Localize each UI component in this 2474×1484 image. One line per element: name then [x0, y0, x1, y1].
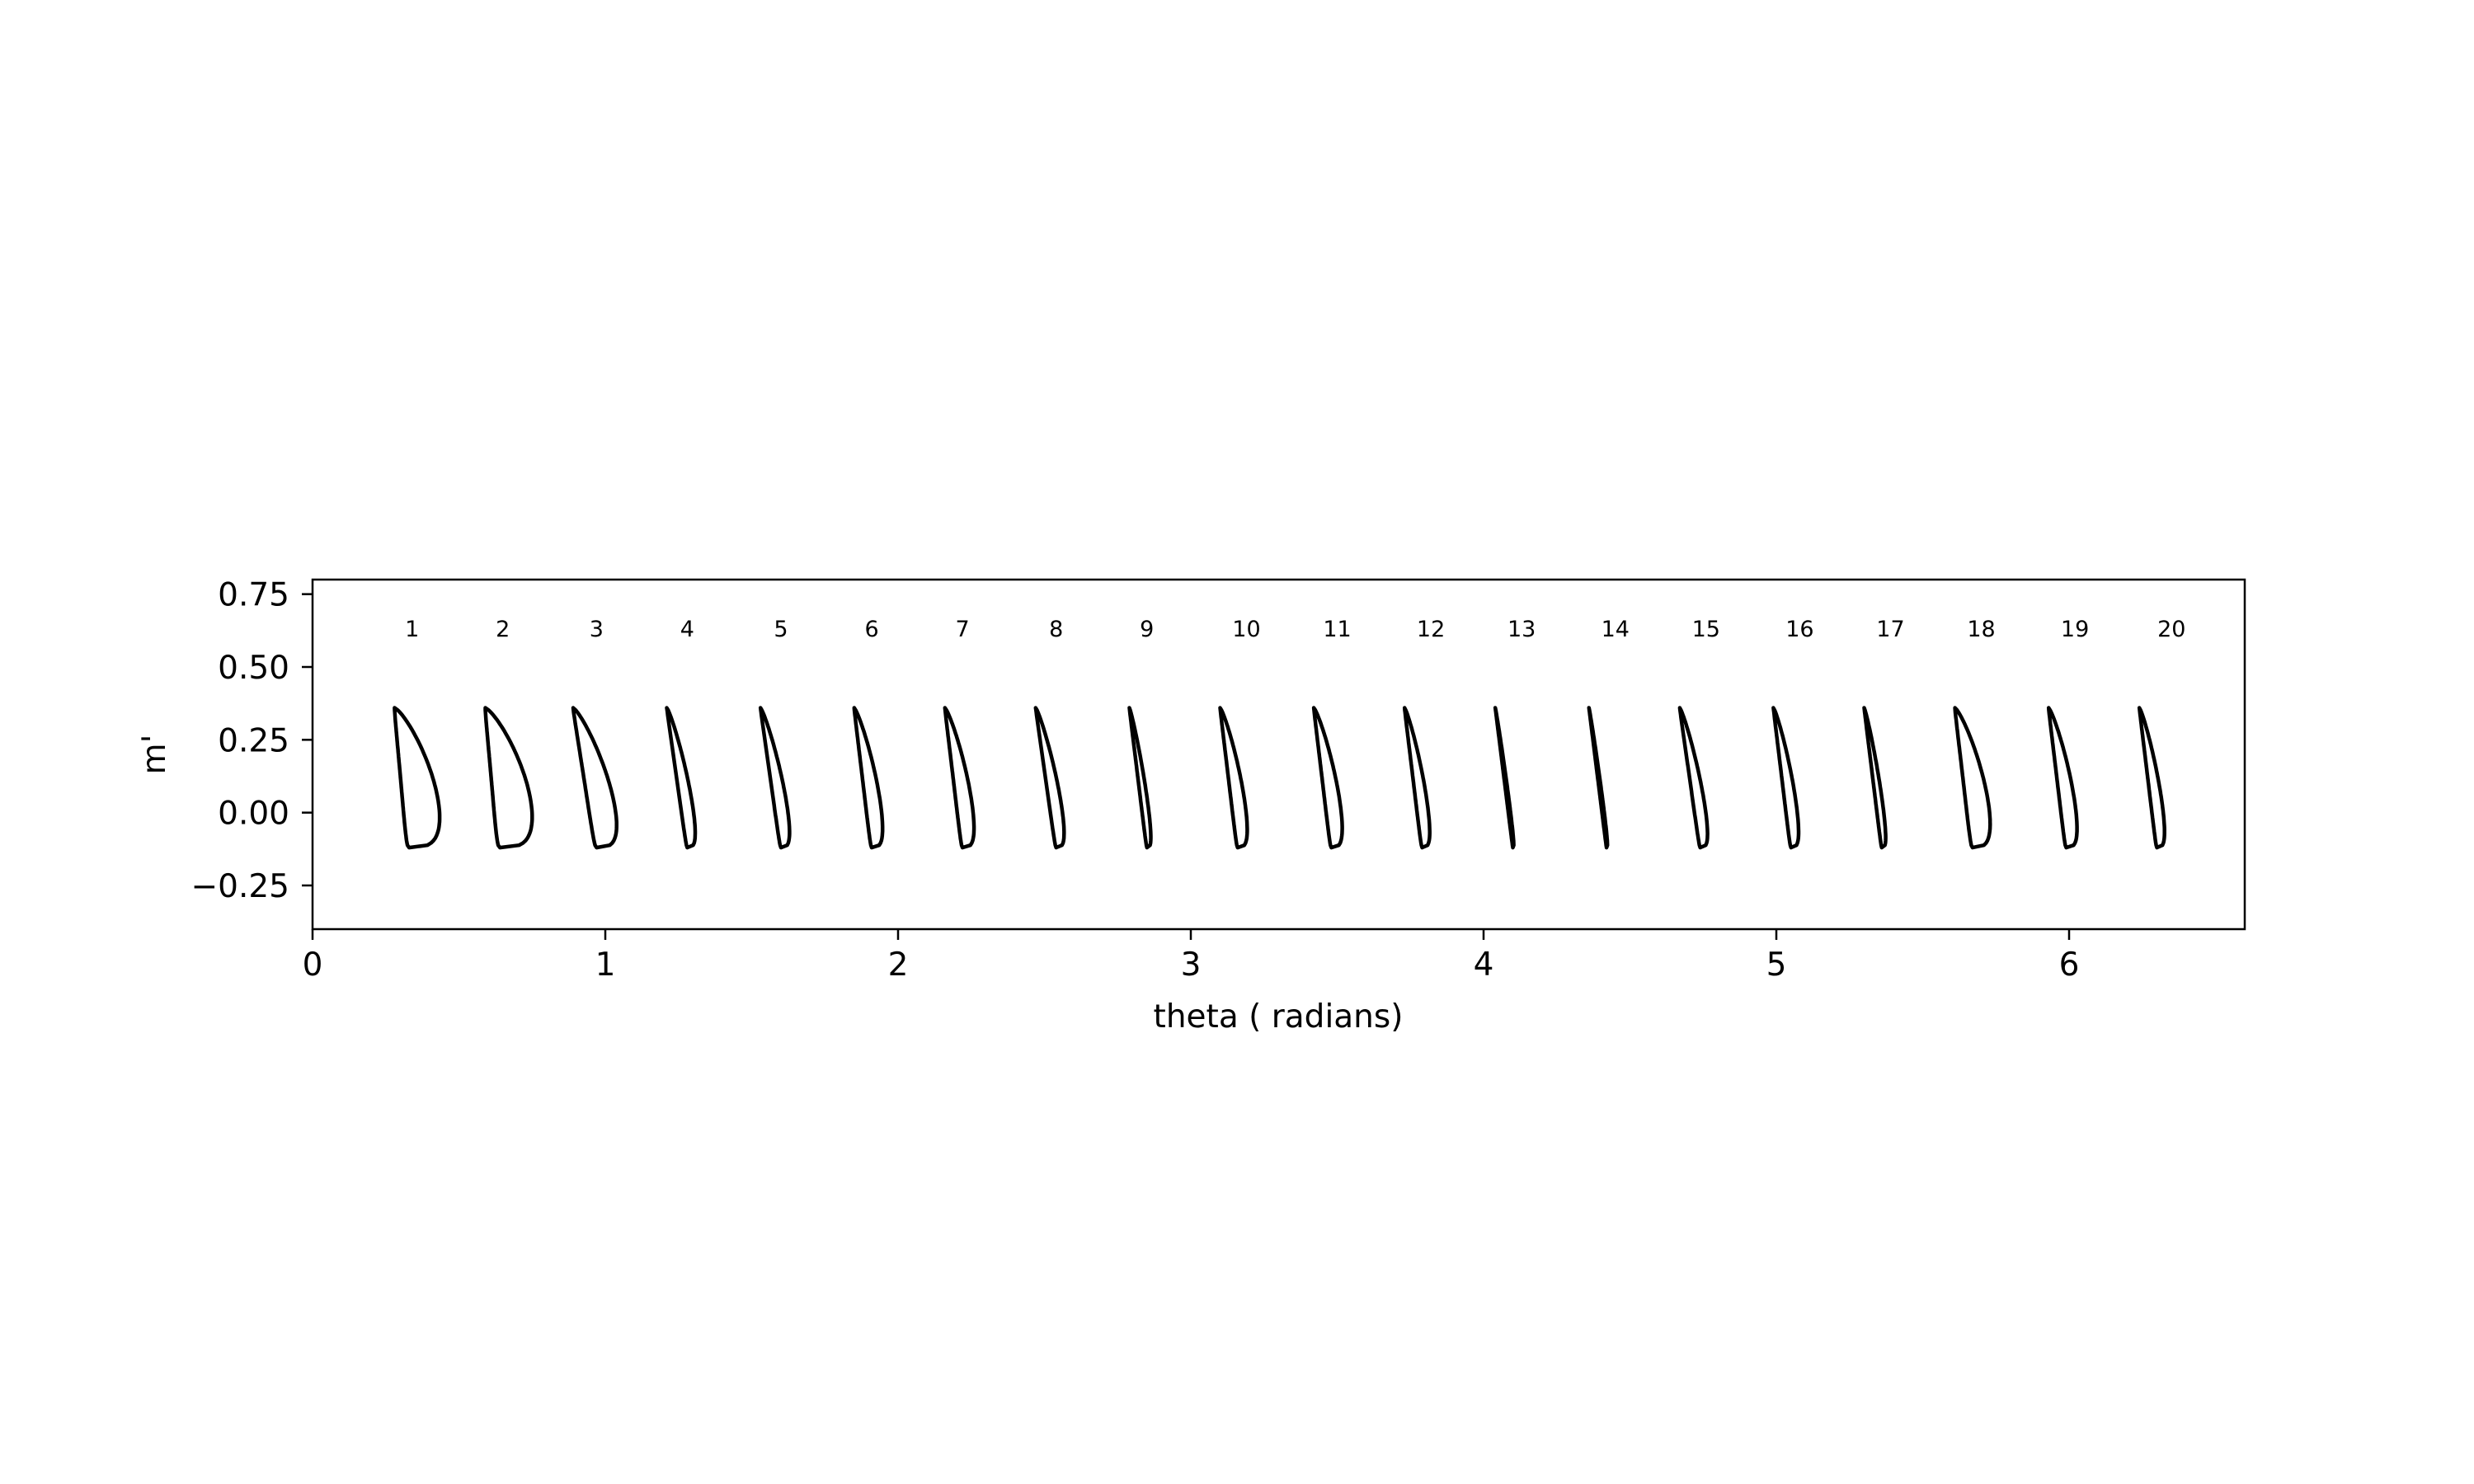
y-tick-label: 0.50 — [218, 650, 289, 687]
blade-number-label: 3 — [590, 617, 604, 642]
blade-profile-16 — [1771, 706, 1801, 850]
blade-number-label: 20 — [2157, 617, 2185, 642]
blade-profile-3 — [571, 706, 618, 850]
y-tick-label: 0.75 — [218, 577, 289, 614]
axis-ticks: 0 1 2 3 4 5 60.750.500.250.00−0.25 — [190, 577, 2079, 984]
blade-number-label: 14 — [1602, 617, 1630, 642]
x-tick-label: 5 — [1766, 946, 1787, 984]
blade-number-label: 2 — [496, 617, 510, 642]
blade-number-label: 6 — [864, 617, 878, 642]
blade-number-label: 1 — [405, 617, 419, 642]
blade-profile-10 — [1218, 706, 1249, 850]
blade-profile-20 — [2137, 706, 2166, 850]
blade-number-label: 16 — [1785, 617, 1813, 642]
blade-profile-1 — [393, 706, 442, 850]
blade-number-label: 7 — [956, 617, 970, 642]
y-tick-label: −0.25 — [190, 868, 289, 905]
blade-profile-2 — [483, 706, 534, 850]
blade-number-label: 9 — [1140, 617, 1154, 642]
blade-profile-14 — [1587, 706, 1610, 850]
blade-number-label: 18 — [1967, 617, 1995, 642]
blade-profile-17 — [1862, 706, 1888, 850]
blade-number-label: 4 — [680, 617, 694, 642]
y-axis-label: m' — [136, 735, 173, 775]
x-tick-label: 2 — [888, 946, 909, 984]
blade-profile-4 — [665, 706, 698, 850]
blade-profile-13 — [1493, 706, 1516, 850]
blade-profile-9 — [1127, 706, 1153, 850]
blade-profile-5 — [758, 706, 792, 850]
blade-number-label: 17 — [1876, 617, 1904, 642]
blade-profile-6 — [852, 706, 885, 850]
blade-profile-12 — [1402, 706, 1432, 850]
blade-profile-11 — [1311, 706, 1344, 850]
x-tick-label: 4 — [1474, 946, 1494, 984]
x-tick-label: 6 — [2059, 946, 2080, 984]
blade-number-label: 19 — [2061, 617, 2089, 642]
blade-number-label: 12 — [1417, 617, 1445, 642]
x-tick-label: 1 — [595, 946, 616, 984]
y-tick-label: 0.25 — [218, 722, 289, 759]
blade-profile-7 — [943, 706, 976, 850]
blade-number-label: 5 — [774, 617, 788, 642]
axes-frame — [311, 578, 2246, 931]
blade-number-label: 11 — [1323, 617, 1351, 642]
x-tick-label: 3 — [1181, 946, 1202, 984]
blade-profile-8 — [1033, 706, 1066, 850]
blade-profile-18 — [1953, 706, 1992, 850]
y-tick-label: 0.00 — [218, 796, 289, 833]
blade-number-label: 15 — [1692, 617, 1720, 642]
blade-profile-19 — [2046, 706, 2079, 850]
blade-number-label: 8 — [1049, 617, 1063, 642]
x-axis-label: theta ( radians) — [1154, 998, 1404, 1036]
x-tick-label: 0 — [303, 946, 323, 984]
blade-number-label: 13 — [1507, 617, 1536, 642]
blade-number-label: 10 — [1232, 617, 1260, 642]
plot-area: 1 2 3 4 5 6 7 8 9 10 11 12 13 14 15 16 17 18 19 20 — [393, 617, 2185, 850]
blade-profile-15 — [1677, 706, 1710, 850]
